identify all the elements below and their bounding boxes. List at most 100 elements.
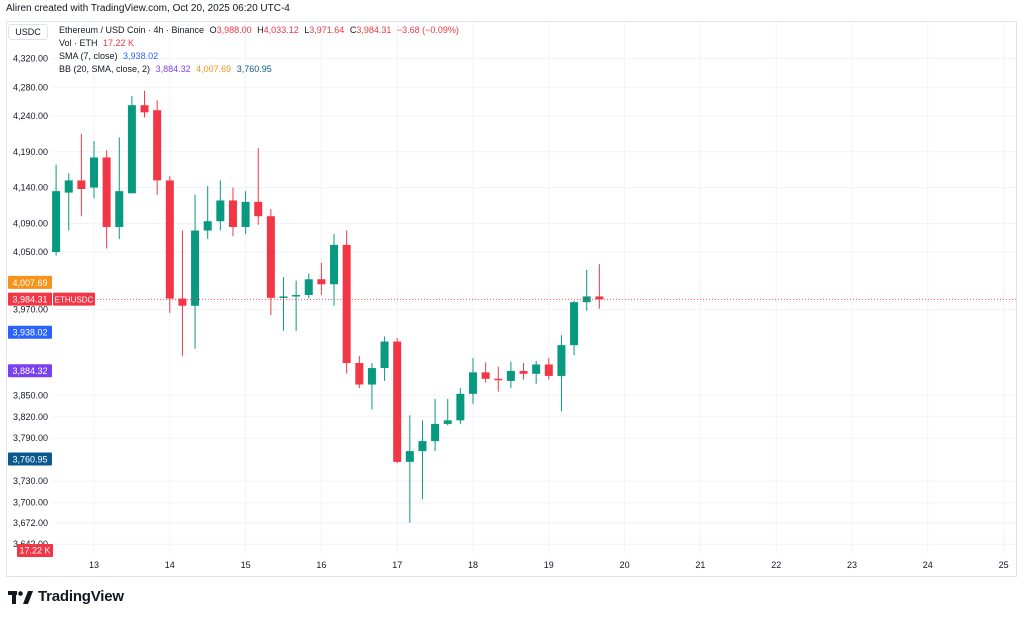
candle-body [570,302,579,346]
candle-body [469,372,477,394]
grid-lines [52,22,1016,554]
y-tick-label: 4,050.00 [13,247,48,257]
x-tick-label: 14 [165,560,175,570]
candle-body [127,105,136,194]
candle-body [203,221,212,231]
x-tick-label: 16 [316,560,326,570]
symbol-title[interactable]: Ethereum / USD Coin · 4h · Binance [59,25,205,35]
x-tick-label: 18 [468,560,478,570]
sma-value: 3,938.02 [123,51,159,61]
y-tick-label: 3,970.00 [13,304,48,314]
candle-body [115,191,124,227]
high-value: 4,033.12 [263,25,299,35]
x-tick-label: 17 [392,560,402,570]
change-value: −3.68 (−0.09%) [396,25,459,35]
x-tick-label: 24 [923,560,933,570]
tradingview-logo-icon [8,590,33,604]
sma-label[interactable]: SMA (7, close) [59,51,118,61]
x-tick-label: 13 [89,560,99,570]
candle-body [241,201,250,227]
y-tick-label: 4,320.00 [13,54,48,64]
x-tick-label: 25 [999,560,1009,570]
y-tick-label: 4,190.00 [13,147,48,157]
x-tick-label: 21 [695,560,705,570]
candle-body [254,201,263,217]
y-tick-label: 3,730.00 [13,476,48,486]
legend-bb-row: BB (20, SMA, close, 2) 3,884.32 4,007.69… [59,63,462,76]
symbol-tag-box [53,292,95,306]
candle-body [153,110,162,181]
price-label-box [8,364,52,378]
candle-body [140,105,149,113]
candle-body [292,295,301,297]
x-tick-label: 23 [847,560,857,570]
candle-body [595,296,604,300]
x-tick-label: 19 [544,560,554,570]
candle-body [279,296,288,298]
low-label: L [304,25,310,35]
price-labels: 4,007.69 3,984.31 ETHUSDC 3,938.02 3,884.32 3… [8,275,95,557]
symbol-tag-text: ETHUSDC [55,296,94,305]
price-label-text: 3,984.31 [12,295,47,305]
candle-body [367,368,376,385]
candle-body [77,180,86,189]
x-axis-ticks: 13 14 15 16 17 18 19 20 21 22 23 24 25 [89,560,1009,570]
y-tick-label: 4,240.00 [13,111,48,121]
volume-label[interactable]: Vol · ETH [59,38,98,48]
candle-body [557,345,566,376]
candle-body [443,420,452,424]
candle-body [494,378,503,381]
candle-body [519,370,528,374]
candle-body [380,341,389,369]
volume-badge-text: 17.22 K [19,546,50,556]
candle-body [342,244,351,364]
price-label-box [8,275,52,289]
price-label-box [8,325,52,339]
candle-body [191,230,200,306]
price-label-text: 4,007.69 [12,278,47,288]
legend-symbol-row: Ethereum / USD Coin · 4h · Binance O3,98… [59,24,462,37]
candle-body [393,341,402,462]
candle-body [431,423,440,442]
brand-text: TradingView [38,588,124,605]
legend-volume-row: Vol · ETH 17.22 K [59,37,462,50]
candle-body [304,279,313,295]
candles [52,90,604,523]
candle-body [456,393,465,421]
candle-body [330,244,339,285]
candle-body [481,372,490,379]
candle-body [165,180,174,299]
candle-body [216,200,225,222]
close-label: C [349,25,357,35]
y-tick-label: 3,850.00 [13,390,48,400]
candle-body [266,216,275,298]
candle-body [532,364,541,374]
chart-legend: Ethereum / USD Coin · 4h · Binance O3,98… [59,24,462,76]
bb-basis-value: 3,884.32 [155,64,191,74]
chart-frame [6,21,1017,577]
candle-body [544,364,553,376]
currency-button[interactable]: USDC [8,24,48,40]
volume-value: 17.22 K [103,38,135,48]
x-tick-label: 15 [241,560,251,570]
y-tick-label: 3,790.00 [13,433,48,443]
close-value: 3,984.31 [356,25,392,35]
candle-body [228,200,237,227]
y-tick-label: 4,140.00 [13,183,48,193]
price-label-text: 3,760.95 [12,455,47,465]
tradingview-brand[interactable]: TradingView [8,588,124,605]
high-label: H [257,25,264,35]
volume-badge-box [17,544,53,557]
candle-body [90,157,98,188]
created-by-text: Aliren created with TradingView.com, Oct… [6,3,290,14]
y-tick-label: 3,820.00 [13,412,48,422]
y-tick-label: 3,700.00 [13,498,48,508]
y-tick-label: 4,090.00 [13,218,48,228]
candle-body [178,298,187,306]
candle-body [317,279,326,285]
bb-label[interactable]: BB (20, SMA, close, 2) [59,64,151,74]
price-label-box [8,452,52,466]
candle-body [405,451,414,462]
y-tick-label: 3,672.00 [13,518,48,528]
